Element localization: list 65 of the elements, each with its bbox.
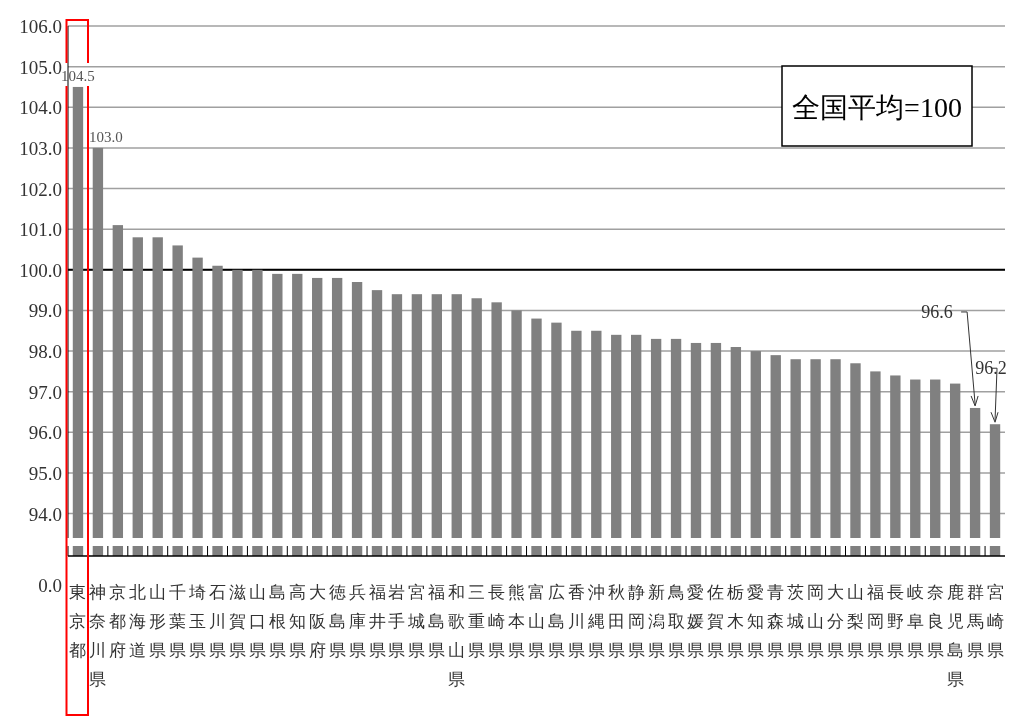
x-tick-label: 京都府 bbox=[109, 583, 127, 660]
x-tick-label: 福岡県 bbox=[866, 583, 884, 660]
x-tick-label: 福井県 bbox=[368, 583, 386, 660]
text: 0.0 bbox=[38, 575, 62, 596]
x-tick-label: 愛知県 bbox=[747, 583, 765, 660]
x-tick-label: 香川県 bbox=[567, 583, 585, 660]
x-tick-label: 鹿児島県 bbox=[946, 583, 964, 689]
data-label: 96.2 bbox=[975, 358, 1007, 379]
x-tick-label: 長崎県 bbox=[488, 583, 506, 660]
x-tick-label: 宮城県 bbox=[407, 583, 426, 660]
x-tick-label: 岩手県 bbox=[388, 583, 406, 660]
x-tick-label: 福島県 bbox=[428, 583, 446, 660]
x-tick-label: 高知県 bbox=[288, 583, 306, 660]
x-tick-label: 神奈川県 bbox=[89, 583, 107, 689]
x-tick-label: 岐阜県 bbox=[906, 583, 924, 660]
y-tick-label: 98.0 bbox=[28, 341, 62, 363]
x-tick-label: 群馬県 bbox=[965, 583, 984, 660]
x-tick-label: 沖縄県 bbox=[586, 583, 605, 660]
x-tick-label: 兵庫県 bbox=[348, 583, 366, 660]
y-tick-label: 96.0 bbox=[28, 422, 62, 444]
x-tick-label: 山口県 bbox=[248, 583, 266, 660]
x-tick-label: 東京都 bbox=[69, 583, 87, 660]
y-tick-label: 99.0 bbox=[28, 300, 62, 322]
x-tick-label: 埼玉県 bbox=[188, 583, 207, 660]
x-tick-label: 青森県 bbox=[767, 583, 785, 660]
x-tick-label: 和歌山県 bbox=[448, 583, 466, 689]
y-tick-label: 104.0 bbox=[19, 97, 62, 119]
x-tick-label: 岡山県 bbox=[807, 583, 825, 660]
x-tick-label: 北海道 bbox=[129, 583, 147, 660]
x-tick-label: 三重県 bbox=[468, 583, 486, 660]
x-tick-label: 千葉県 bbox=[169, 583, 187, 660]
x-tick-label: 熊本県 bbox=[508, 583, 526, 660]
x-tick-label: 富山県 bbox=[528, 583, 545, 660]
data-label: 103.0 bbox=[89, 128, 123, 145]
y-tick-label: 105.0 bbox=[19, 56, 62, 78]
y-tick-label: 94.0 bbox=[28, 503, 62, 525]
x-tick-label: 長野県 bbox=[886, 583, 904, 660]
x-tick-label: 新潟県 bbox=[647, 583, 665, 660]
x-tick-label: 大分県 bbox=[827, 583, 845, 660]
y-tick-label: 95.0 bbox=[28, 462, 62, 484]
y-tick-label: 102.0 bbox=[19, 178, 62, 200]
x-tick-label: 鳥取県 bbox=[666, 583, 685, 660]
x-tick-label: 徳島県 bbox=[328, 583, 346, 660]
x-tick-label: 佐賀県 bbox=[707, 583, 725, 660]
x-tick-label: 秋田県 bbox=[607, 583, 625, 660]
y-tick-label: 101.0 bbox=[19, 219, 62, 241]
data-label: 96.6 bbox=[921, 301, 953, 322]
x-tick-label: 島根県 bbox=[268, 583, 286, 660]
x-tick-label: 茨城県 bbox=[786, 583, 805, 660]
x-tick-label: 奈良県 bbox=[926, 583, 944, 660]
x-tick-label: 山梨県 bbox=[846, 583, 864, 660]
x-tick-label: 山形県 bbox=[149, 583, 167, 660]
x-tick-label: 石川県 bbox=[209, 583, 227, 660]
x-tick-label: 栃木県 bbox=[727, 583, 745, 660]
y-tick-label: 103.0 bbox=[19, 137, 62, 159]
x-tick-label: 滋賀県 bbox=[228, 583, 246, 660]
y-tick-label: 97.0 bbox=[28, 381, 62, 403]
x-tick-label: 大阪府 bbox=[308, 583, 326, 660]
x-tick-label: 愛媛県 bbox=[687, 583, 705, 660]
x-tick-label: 広島県 bbox=[547, 583, 565, 660]
x-tick-label: 静岡県 bbox=[627, 583, 645, 660]
y-tick-label: 100.0 bbox=[19, 259, 62, 281]
y-tick-label: 106.0 bbox=[19, 16, 62, 37]
x-tick-label: 宮崎県 bbox=[986, 583, 1004, 660]
annotation: 全国平均=100 bbox=[792, 92, 962, 123]
